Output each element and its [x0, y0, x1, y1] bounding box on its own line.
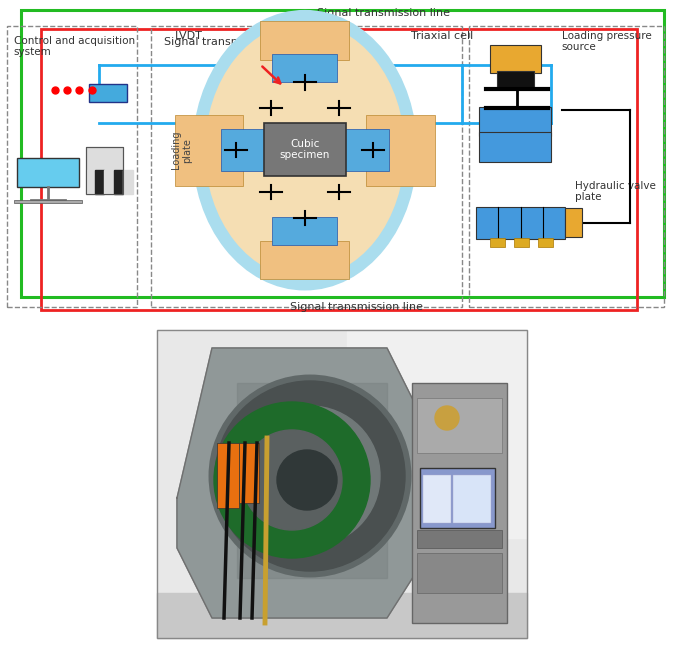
FancyBboxPatch shape — [423, 475, 451, 523]
FancyBboxPatch shape — [490, 45, 541, 72]
FancyBboxPatch shape — [490, 238, 505, 247]
FancyBboxPatch shape — [89, 84, 127, 101]
FancyBboxPatch shape — [420, 468, 495, 528]
FancyBboxPatch shape — [273, 54, 337, 81]
FancyBboxPatch shape — [260, 240, 349, 279]
Polygon shape — [95, 171, 105, 194]
Text: Cubic
specimen: Cubic specimen — [279, 139, 330, 160]
FancyBboxPatch shape — [366, 114, 435, 186]
Polygon shape — [114, 171, 123, 194]
Polygon shape — [237, 383, 387, 578]
FancyBboxPatch shape — [264, 123, 346, 176]
FancyBboxPatch shape — [273, 217, 337, 245]
Text: Signal transmission line: Signal transmission line — [290, 302, 423, 311]
FancyBboxPatch shape — [86, 147, 123, 194]
FancyBboxPatch shape — [337, 129, 389, 171]
Circle shape — [240, 406, 380, 546]
FancyBboxPatch shape — [217, 443, 239, 508]
FancyBboxPatch shape — [417, 553, 502, 593]
FancyBboxPatch shape — [417, 398, 502, 453]
Text: Hydraulic valve
plate: Hydraulic valve plate — [575, 181, 656, 202]
FancyBboxPatch shape — [239, 443, 259, 503]
Polygon shape — [86, 171, 95, 194]
Polygon shape — [177, 348, 422, 618]
FancyBboxPatch shape — [514, 238, 529, 247]
FancyBboxPatch shape — [17, 158, 79, 187]
FancyBboxPatch shape — [260, 21, 349, 59]
Polygon shape — [104, 171, 114, 194]
FancyBboxPatch shape — [453, 475, 491, 523]
FancyBboxPatch shape — [14, 200, 82, 203]
Text: Loading
plate: Loading plate — [171, 131, 192, 169]
FancyBboxPatch shape — [221, 129, 273, 171]
Circle shape — [435, 406, 459, 430]
FancyBboxPatch shape — [479, 107, 551, 136]
Circle shape — [215, 381, 405, 571]
Text: Loading pressure
source: Loading pressure source — [562, 30, 651, 52]
FancyBboxPatch shape — [412, 383, 507, 623]
FancyBboxPatch shape — [565, 208, 582, 237]
FancyBboxPatch shape — [497, 71, 534, 87]
Circle shape — [242, 430, 342, 530]
Ellipse shape — [199, 16, 411, 284]
FancyBboxPatch shape — [538, 238, 553, 247]
Polygon shape — [123, 171, 133, 194]
Text: Signal transmission line: Signal transmission line — [164, 37, 297, 47]
Circle shape — [214, 402, 370, 558]
Text: Signal transmission line: Signal transmission line — [317, 8, 450, 18]
FancyBboxPatch shape — [175, 114, 243, 186]
FancyBboxPatch shape — [417, 530, 502, 548]
Text: Control and acquisition
system: Control and acquisition system — [14, 36, 135, 57]
FancyBboxPatch shape — [479, 132, 551, 162]
Circle shape — [277, 450, 337, 510]
Text: LVDT: LVDT — [175, 30, 203, 41]
FancyBboxPatch shape — [476, 207, 565, 239]
Text: Triaxial cell: Triaxial cell — [411, 30, 473, 41]
